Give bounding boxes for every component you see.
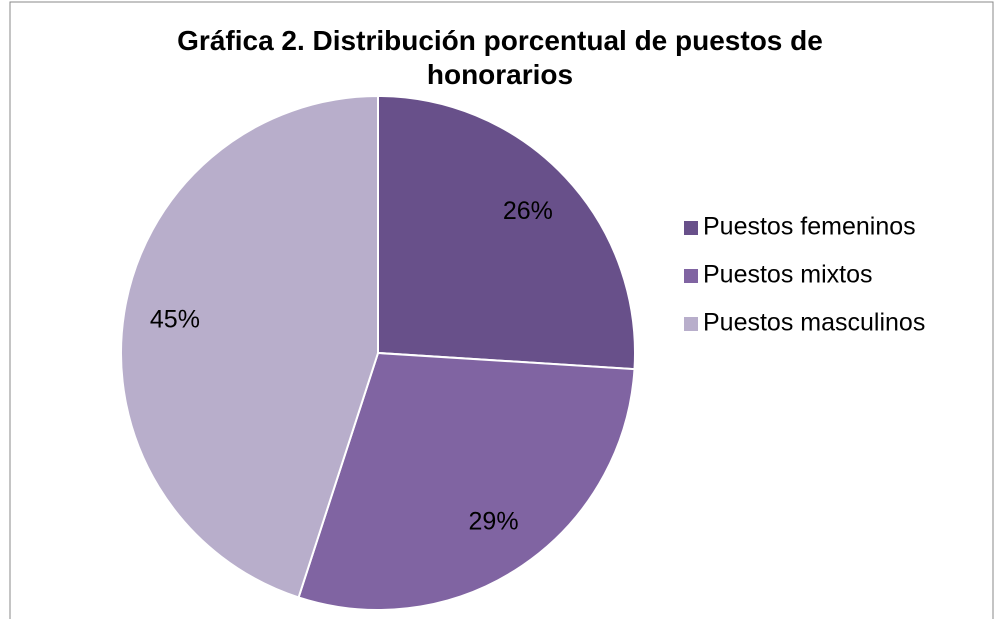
legend-label: Puestos femeninos: [703, 213, 916, 241]
pie-slice: [297, 351, 636, 611]
legend-swatch: [684, 317, 698, 331]
data-label: 26%: [503, 197, 553, 225]
data-label: 29%: [469, 508, 519, 536]
data-label: 45%: [150, 305, 200, 333]
chart-title: Gráfica 2. Distribución porcentual de pu…: [177, 25, 823, 90]
legend-swatch: [684, 269, 698, 283]
legend-swatch: [684, 221, 698, 235]
pie-slice: [120, 94, 379, 599]
legend-label: Puestos mixtos: [703, 261, 873, 289]
pie-slice: [377, 94, 636, 371]
chart-border: [9, 1, 994, 619]
legend-label: Puestos masculinos: [703, 309, 925, 337]
